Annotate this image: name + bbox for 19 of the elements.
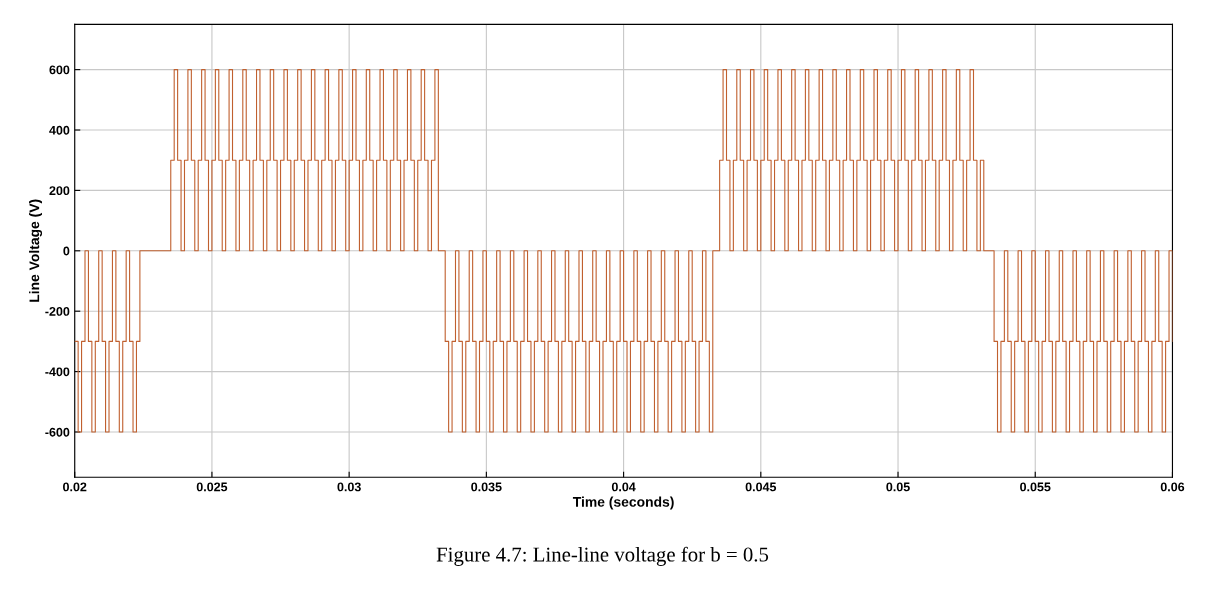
x-tick-label: 0.02 — [63, 482, 87, 492]
y-axis-title: Line Voltage (V) — [29, 199, 43, 302]
x-tick-label: 0.045 — [745, 482, 777, 492]
x-tick-label: 0.025 — [196, 482, 228, 492]
x-axis-title: Time (seconds) — [572, 496, 674, 510]
x-tick-label: 0.05 — [886, 482, 910, 492]
y-tick-label: -200 — [45, 307, 70, 316]
y-tick-label: 0 — [63, 246, 70, 256]
y-tick-label: 600 — [49, 65, 70, 75]
y-tick-label: -600 — [45, 427, 70, 437]
x-tick-label: 0.055 — [1020, 482, 1051, 492]
y-tick-label: 400 — [49, 125, 70, 135]
x-tick-label: 0.06 — [1160, 482, 1185, 492]
y-tick-label: -400 — [45, 367, 70, 377]
x-tick-label: 0.03 — [337, 482, 361, 492]
y-tick-label: 200 — [49, 186, 70, 196]
x-tick-label: 0.035 — [471, 482, 502, 492]
x-tick-label: 0.04 — [611, 482, 636, 492]
caption: Figure 4.7: Line-line voltage for b = 0.5 — [436, 546, 769, 566]
